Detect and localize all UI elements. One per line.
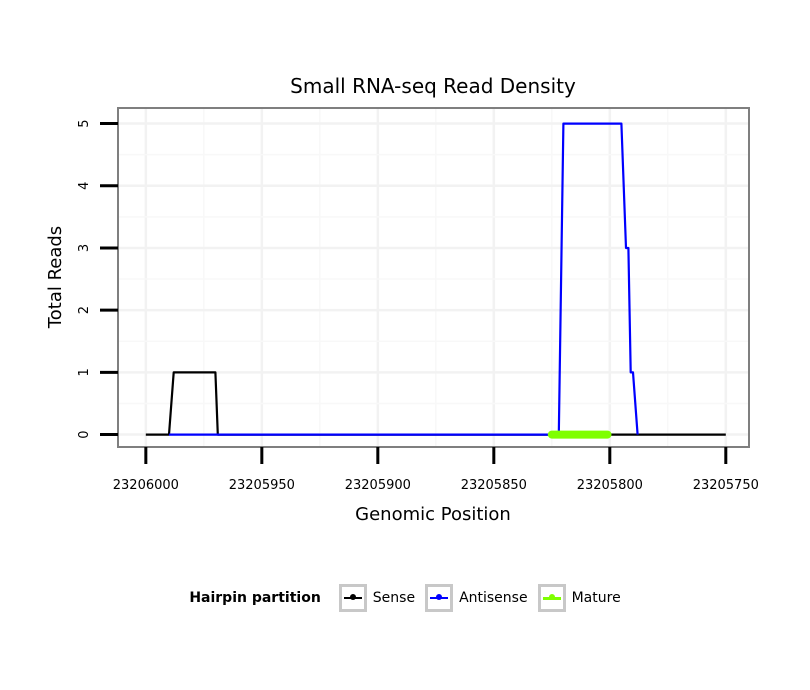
panel-background (118, 108, 749, 447)
y-tick-label: 4 (77, 182, 92, 190)
data-series (145, 122, 726, 439)
legend-title: Hairpin partition (189, 590, 321, 606)
legend-key-mature (537, 584, 566, 612)
x-tick-label: 23205900 (345, 478, 411, 493)
x-tick-label: 23205800 (577, 478, 643, 493)
legend-key-sense (338, 584, 367, 612)
y-axis-label: Total Reads (45, 226, 66, 329)
y-tick-label: 3 (77, 244, 92, 252)
y-tick-label: 0 (77, 430, 92, 438)
legend-label-sense: Sense (372, 590, 416, 606)
legend-item-mature: Mature (537, 584, 621, 612)
x-tick-label: 23206000 (113, 478, 179, 493)
legend-label-mature: Mature (571, 590, 621, 606)
axes: 23206000 23205950 23205900 23205850 23205800… (77, 119, 759, 493)
legend-key-antisense (425, 584, 454, 612)
chart-title: Small RNA-seq Read Density (290, 74, 576, 98)
series-antisense-line (169, 122, 639, 436)
y-tick-label: 1 (77, 368, 92, 376)
y-tick-label: 2 (77, 306, 92, 314)
x-tick-label: 23205950 (229, 478, 295, 493)
x-axis-label: Genomic Position (355, 504, 511, 525)
y-tick-label: 5 (77, 119, 92, 127)
legend: Hairpin partition Sense Antisense Mature (0, 578, 810, 618)
legend-item-sense: Sense (338, 584, 416, 612)
legend-label-antisense: Antisense (459, 590, 528, 606)
x-tick-label: 23205750 (693, 478, 759, 493)
x-tick-label: 23205850 (461, 478, 527, 493)
grid-lines (118, 108, 749, 447)
legend-item-antisense: Antisense (425, 584, 528, 612)
panel-border (117, 107, 750, 448)
